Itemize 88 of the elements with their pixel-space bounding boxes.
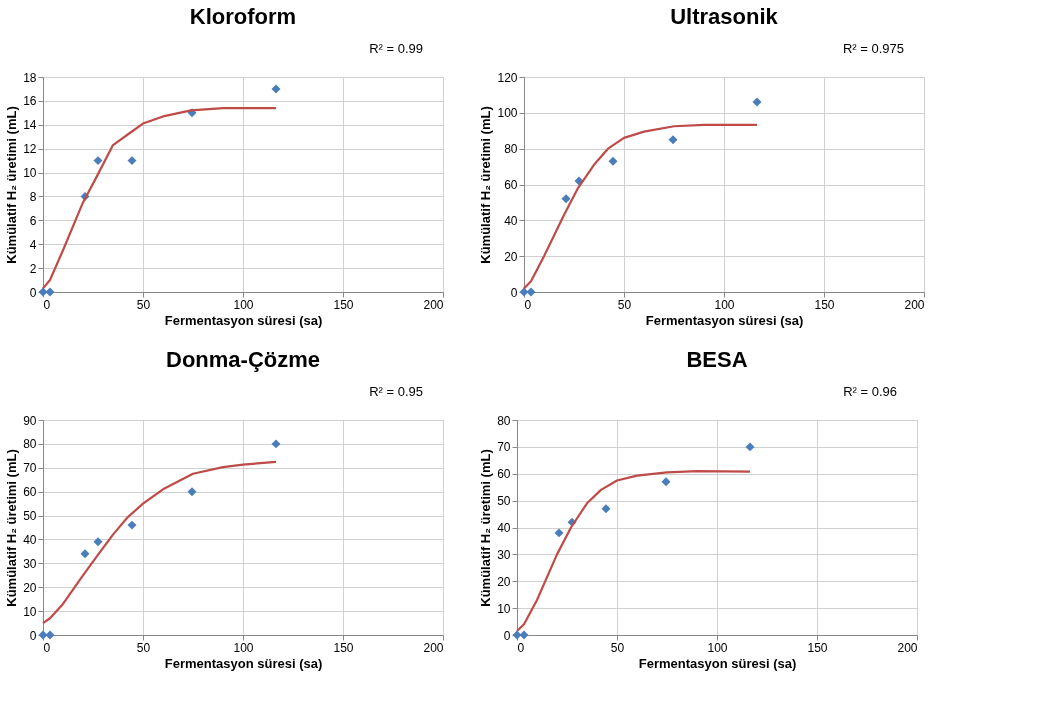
x-tick-label: 50 [617, 297, 632, 312]
y-tick-label: 14 [23, 118, 37, 133]
point [127, 520, 137, 530]
x-tick-label: 200 [904, 297, 925, 312]
x-tick-label: 0 [43, 640, 51, 655]
x-tick-label: 150 [333, 297, 354, 312]
y-tick-label: 10 [23, 166, 37, 181]
y-axis-title: Kümülatif H₂ üretimi (mL) [478, 449, 494, 607]
x-tick-label: 200 [423, 297, 444, 312]
text: R² = 0.975 [842, 41, 904, 56]
x-tick-label: 0 [524, 297, 532, 312]
y-tick-label: 60 [504, 178, 518, 192]
x-tick-label: 50 [136, 297, 151, 312]
y-tick-label: 80 [497, 413, 511, 428]
point [668, 135, 678, 145]
y-tick-label: 16 [23, 94, 37, 109]
point [93, 156, 103, 166]
chart-title: Donma-Çözme [165, 347, 321, 372]
y-tick-label: 40 [497, 521, 511, 535]
text: R² = 0.96 [843, 384, 897, 399]
chart-title: BESA [686, 347, 748, 372]
y-tick-label: 30 [497, 547, 511, 562]
y-tick-label: 90 [23, 413, 37, 428]
y-tick-label: 50 [23, 509, 37, 524]
y-tick-label: 18 [23, 70, 37, 85]
text: R² = 0.95 [369, 384, 423, 399]
point [752, 97, 762, 107]
y-tick-label: 0 [29, 285, 37, 300]
point [608, 156, 618, 166]
y-tick-label: 80 [504, 142, 518, 157]
y-tick-label: 60 [497, 467, 511, 482]
chart-title: Ultrasonik [670, 4, 779, 29]
y-tick-label: 0 [503, 628, 511, 643]
x-axis-title: Fermentasyon süresi (sa) [638, 655, 797, 671]
point [561, 194, 571, 204]
y-tick-label: 10 [23, 604, 37, 619]
y-tick-label: 10 [497, 601, 511, 616]
line-series [41, 460, 278, 625]
point [271, 439, 281, 449]
y-tick-label: 100 [497, 106, 518, 121]
y-tick-label: 60 [23, 485, 37, 500]
point [745, 442, 755, 452]
y-tick-label: 8 [29, 189, 37, 204]
x-tick-label: 200 [897, 640, 918, 655]
x-tick-label: 100 [233, 297, 254, 312]
x-tick-label: 100 [714, 297, 735, 312]
y-tick-label: 12 [23, 142, 37, 157]
point [187, 487, 197, 497]
point [93, 537, 103, 547]
point [601, 504, 611, 514]
text: R² = 0.99 [369, 41, 423, 56]
point [80, 549, 90, 559]
point [271, 84, 281, 94]
y-tick-label: 0 [510, 285, 518, 300]
x-axis-title: Fermentasyon süresi (sa) [164, 655, 323, 671]
x-tick-label: 50 [610, 640, 625, 655]
y-tick-label: 20 [504, 249, 518, 264]
y-tick-label: 2 [29, 261, 37, 276]
x-tick-label: 100 [233, 640, 254, 655]
x-tick-label: 150 [814, 297, 835, 312]
point [554, 528, 564, 538]
chart-title: Kloroform [189, 4, 297, 29]
y-tick-label: 4 [29, 237, 37, 252]
y-tick-label: 30 [23, 556, 37, 571]
x-tick-label: 50 [136, 640, 151, 655]
y-tick-label: 40 [23, 532, 37, 547]
y-tick-label: 70 [497, 440, 511, 455]
point [127, 156, 137, 166]
y-tick-label: 120 [497, 70, 518, 85]
x-tick-label: 200 [423, 640, 444, 655]
y-tick-label: 80 [23, 437, 37, 452]
y-axis-title: Kümülatif H₂ üretimi (mL) [4, 449, 20, 607]
point [661, 477, 671, 487]
y-tick-label: 0 [29, 628, 37, 643]
y-tick-label: 20 [497, 574, 511, 589]
x-tick-label: 0 [43, 297, 51, 312]
y-axis-title: Kümülatif H₂ üretimi (mL) [4, 106, 20, 264]
y-tick-label: 40 [504, 213, 518, 228]
y-axis-title: Kümülatif H₂ üretimi (mL) [478, 106, 494, 264]
x-tick-label: 100 [707, 640, 728, 655]
x-tick-label: 150 [333, 640, 354, 655]
y-tick-label: 70 [23, 461, 37, 476]
y-tick-label: 50 [497, 494, 511, 509]
x-tick-label: 150 [807, 640, 828, 655]
y-tick-label: 20 [23, 580, 37, 595]
y-tick-label: 6 [29, 213, 37, 228]
x-axis-title: Fermentasyon süresi (sa) [645, 312, 804, 328]
x-axis-title: Fermentasyon süresi (sa) [164, 312, 323, 328]
